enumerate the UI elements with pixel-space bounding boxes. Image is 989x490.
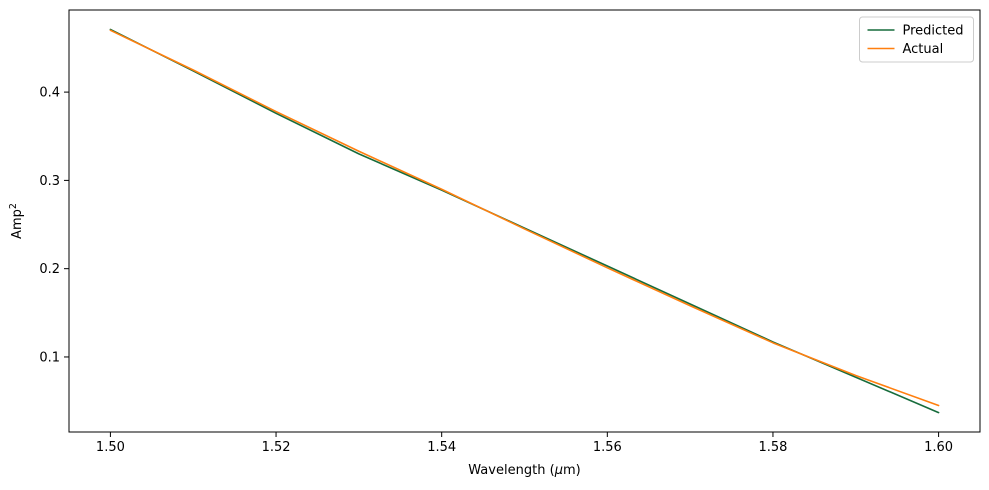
x-tick-label: 1.52 <box>262 440 291 455</box>
x-axis-label: Wavelength (μm) <box>468 463 580 478</box>
series-line-actual <box>109 29 940 407</box>
x-tick-label: 1.56 <box>593 440 622 455</box>
y-axis-label: Amp2 <box>8 203 25 239</box>
y-tick-label: 0.2 <box>39 262 60 277</box>
x-tick-label: 1.50 <box>96 440 125 455</box>
y-tick-label: 0.1 <box>39 350 60 365</box>
y-tick-label: 0.3 <box>39 174 60 189</box>
legend-label-actual: Actual <box>903 42 944 57</box>
legend <box>859 16 974 63</box>
x-tick-label: 1.58 <box>758 440 787 455</box>
plot-area <box>68 9 981 433</box>
legend-label-predicted: Predicted <box>903 24 964 39</box>
series-line-predicted <box>109 28 940 414</box>
x-tick-label: 1.60 <box>924 440 953 455</box>
y-tick-label: 0.4 <box>39 86 60 101</box>
x-tick-label: 1.54 <box>427 440 456 455</box>
